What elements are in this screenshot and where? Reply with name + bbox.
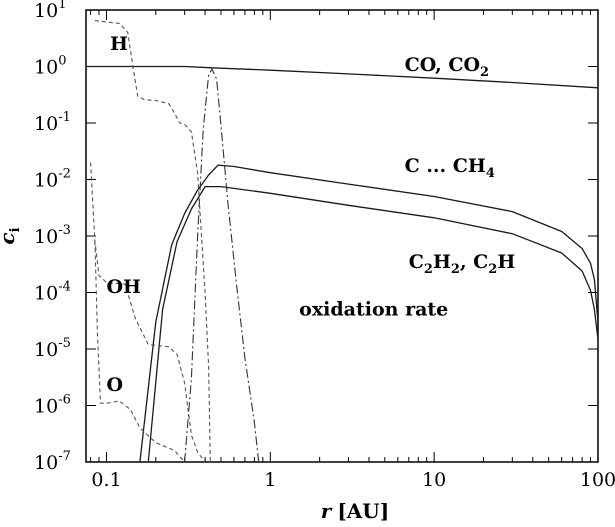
y-tick-label: 10-4 (34, 280, 71, 305)
y-tick-labels: 101 100 10-1 10-2 10-3 10-4 10-5 10-6 10-7 (34, 0, 71, 474)
x-axis-var: r (321, 499, 333, 523)
series-o (94, 241, 186, 462)
y-tick-label: 10-5 (34, 336, 71, 361)
series-oh (90, 162, 206, 462)
x-axis-unit: [AU] (337, 499, 389, 523)
x-tick-label: 1 (264, 469, 276, 491)
annotation-OH: OH (106, 276, 141, 298)
annotation-C: C ... CH4 (405, 155, 495, 181)
annotation-CO: CO, CO2 (405, 54, 490, 80)
x-tick-label: 100 (580, 469, 615, 491)
annotations: H CO, CO2 C ... CH4 OH C2H2, C2H oxidation ra… (106, 33, 515, 396)
y-tick-label: 10-6 (34, 393, 71, 418)
y-tick-label: 10-2 (34, 167, 71, 192)
y-axis-base: c (0, 232, 19, 244)
x-tick-labels: 0.1 1 10 100 (91, 469, 615, 491)
y-axis-title: ci (0, 227, 23, 244)
series-oxidation (184, 68, 260, 462)
series-c2h2 (147, 185, 598, 462)
y-tick-label: 101 (34, 0, 66, 22)
y-tick-label: 10-1 (34, 110, 71, 135)
series-c_ch4 (139, 164, 598, 462)
series-h (94, 20, 211, 462)
x-tick-label: 0.1 (91, 469, 121, 491)
annotation-H: H (110, 33, 128, 55)
annotation-O: O (106, 374, 123, 396)
series-lines (86, 20, 598, 462)
annotation-C2H2: C2H2, C2H (409, 251, 516, 277)
y-tick-label: 100 (34, 54, 66, 79)
y-tick-label: 10-3 (34, 223, 71, 248)
y-axis-sub: i (8, 227, 23, 232)
plot-frame (85, 9, 599, 463)
y-tick-label: 10-7 (34, 449, 71, 474)
series-co (86, 65, 598, 89)
x-axis-title: r [AU] (321, 499, 389, 523)
x-tick-label: 10 (422, 469, 446, 491)
axis-ticks (86, 9, 599, 463)
annotation-ox: oxidation rate (299, 299, 448, 321)
